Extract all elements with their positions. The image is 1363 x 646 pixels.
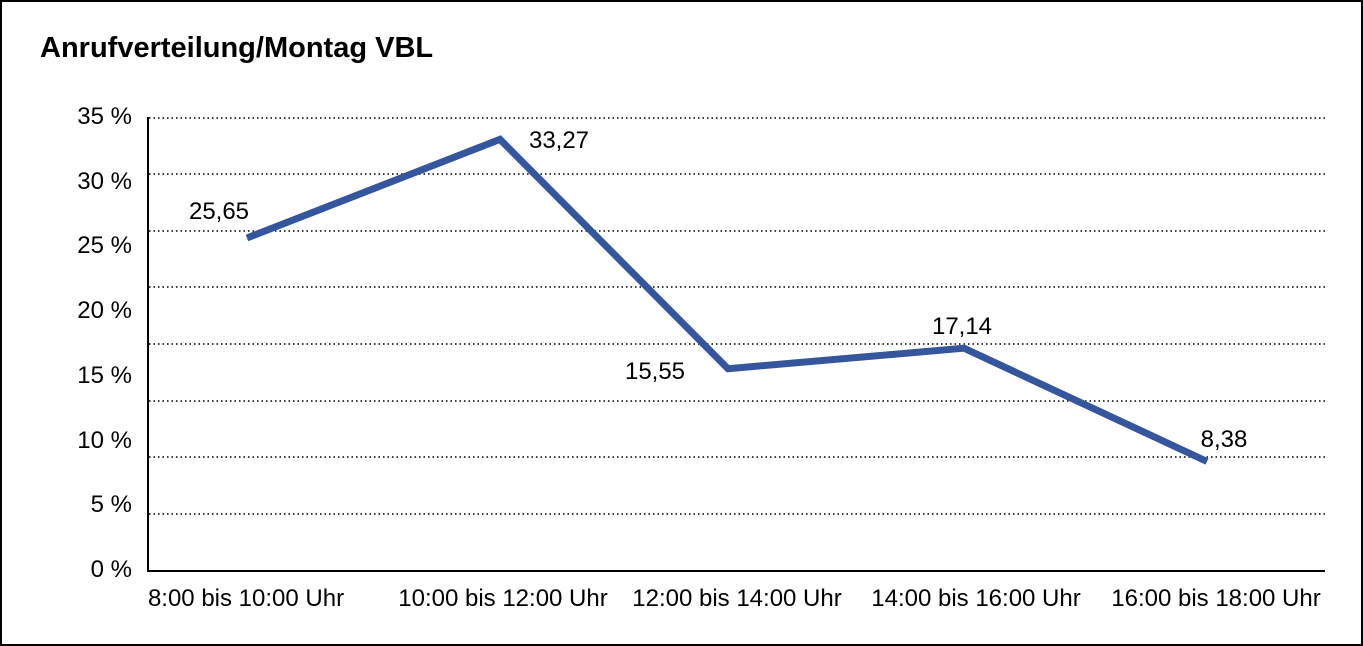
- y-tick-label: 5 %: [90, 491, 132, 519]
- x-tick-label: 16:00 bis 18:00 Uhr: [1111, 585, 1321, 612]
- x-tick-label: 10:00 bis 12:00 Uhr: [398, 585, 608, 612]
- horizontal-gridline: [149, 343, 1325, 345]
- data-point-label: 25,65: [188, 198, 250, 226]
- y-tick-label: 0 %: [90, 556, 132, 583]
- horizontal-gridline: [149, 173, 1325, 176]
- y-tick-label: 10 %: [77, 426, 132, 454]
- data-point-label: 8,38: [1200, 425, 1248, 453]
- y-tick-label: 20 %: [77, 297, 132, 325]
- chart-title: Anrufverteilung/Montag VBL: [40, 32, 434, 64]
- data-line: [245, 135, 1209, 465]
- horizontal-gridline: [149, 456, 1325, 459]
- x-tick-label: 12:00 bis 14:00 Uhr: [632, 585, 842, 612]
- y-tick-label: 35 %: [77, 103, 132, 130]
- x-tick-label: 8:00 bis 10:00 Uhr: [147, 585, 345, 612]
- horizontal-gridline: [149, 229, 1325, 232]
- y-tick-label: 15 %: [77, 361, 132, 389]
- y-tick-label: 25 %: [77, 232, 132, 260]
- data-point-label: 33,27: [528, 127, 590, 155]
- y-axis-line: [147, 117, 149, 572]
- y-tick-label: 30 %: [77, 167, 132, 195]
- x-tick-label: 14:00 bis 16:00 Uhr: [871, 585, 1081, 612]
- horizontal-gridline: [149, 512, 1325, 515]
- data-point-label: 17,14: [931, 313, 993, 341]
- horizontal-gridline: [149, 116, 1325, 119]
- horizontal-gridline: [149, 399, 1325, 402]
- horizontal-gridline: [149, 286, 1325, 289]
- x-axis-line: [147, 570, 1325, 572]
- data-point-label: 15,55: [624, 357, 686, 385]
